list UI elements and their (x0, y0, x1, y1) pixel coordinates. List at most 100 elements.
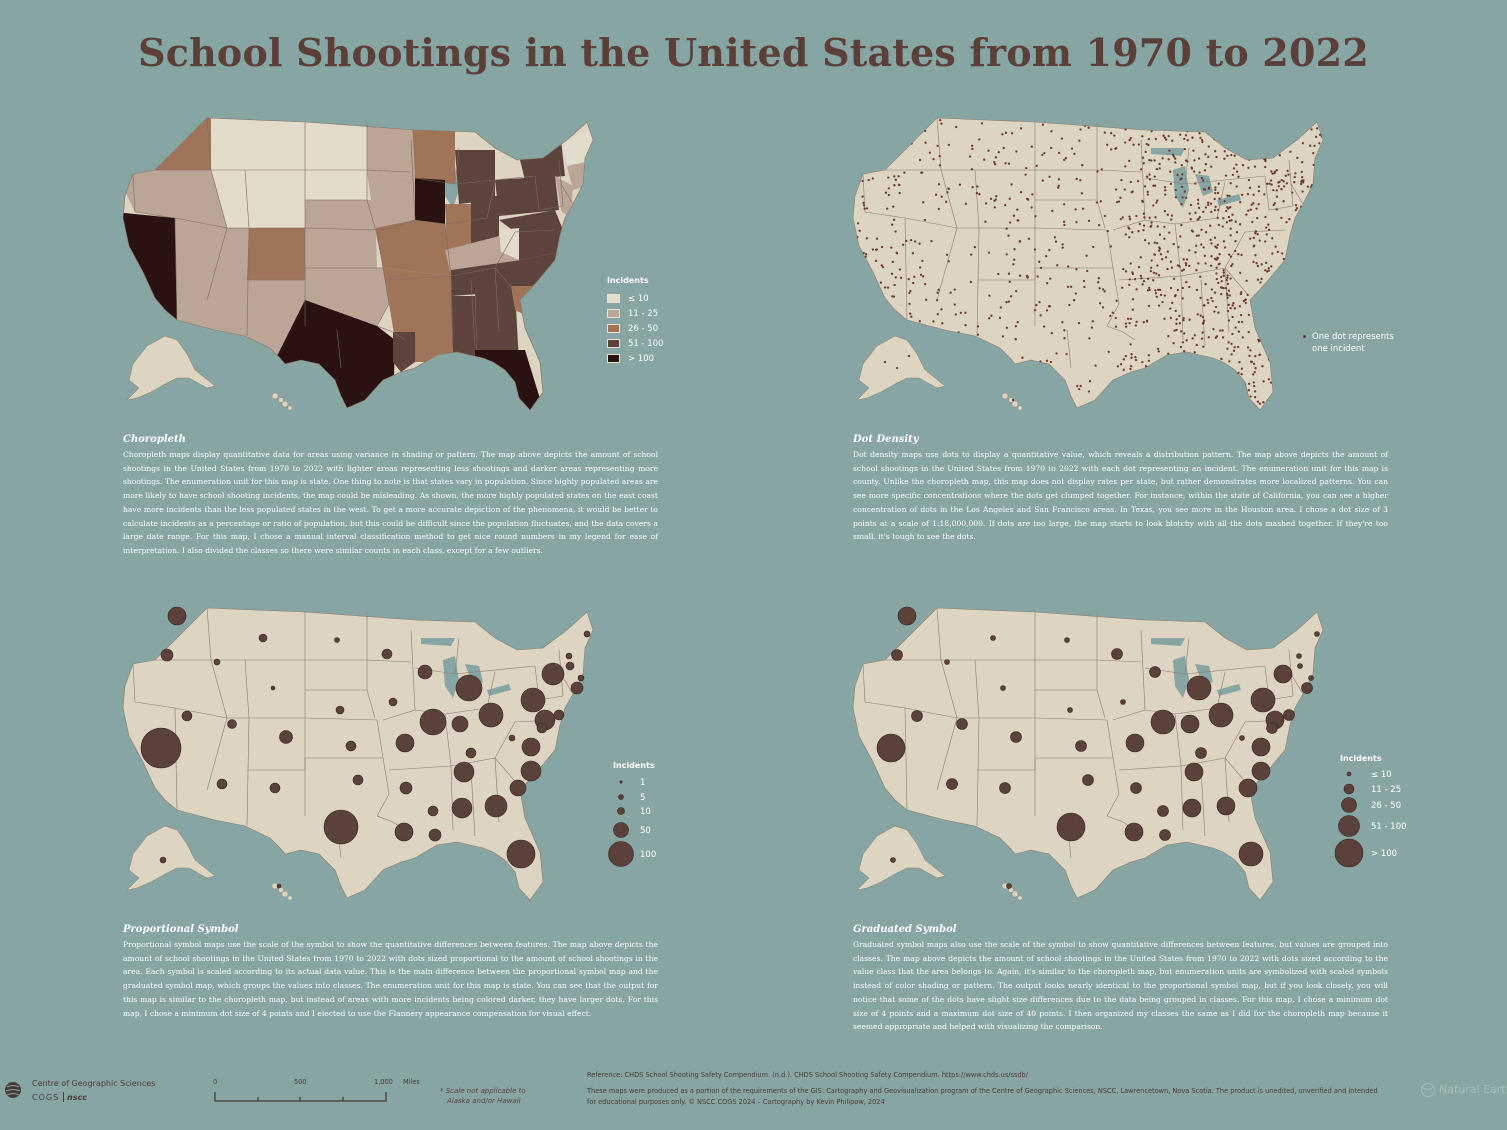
incident-dot (865, 301, 868, 304)
incident-symbol (159, 856, 167, 864)
incident-dot (1316, 309, 1320, 312)
incident-dot (1120, 178, 1123, 182)
alaska-shape (126, 335, 216, 401)
incident-dot (1047, 305, 1051, 308)
incident-symbol (520, 760, 542, 782)
incident-dot (1116, 200, 1119, 204)
incident-dot (1231, 262, 1234, 266)
incident-symbol (891, 649, 903, 661)
incident-dot (988, 317, 991, 320)
incident-dot (1310, 288, 1313, 291)
state-indiana (445, 204, 471, 250)
incident-dot (857, 355, 861, 358)
incident-dot (981, 342, 984, 346)
incident-dot (897, 175, 900, 178)
incident-dot (1228, 400, 1231, 404)
incident-dot (1275, 169, 1278, 172)
incident-dot (1139, 401, 1142, 405)
state-border (305, 169, 376, 229)
incident-symbol (1010, 731, 1022, 743)
incident-dot (1150, 127, 1154, 130)
incident-dot (1293, 181, 1296, 184)
incident-dot (1280, 216, 1283, 220)
incident-dot (1225, 209, 1228, 213)
incident-dot (923, 218, 927, 222)
incident-dot (1279, 131, 1282, 134)
incident-dot (1080, 192, 1084, 195)
incident-dot (898, 394, 901, 397)
incident-dot (1128, 395, 1132, 399)
incident-dot (1265, 331, 1268, 335)
incident-dot (1223, 157, 1226, 160)
incident-dot (1277, 185, 1280, 188)
incident-dot (1226, 293, 1229, 297)
state-border (1288, 159, 1294, 207)
incident-dot (1301, 391, 1304, 394)
incident-dot (855, 159, 858, 162)
incident-dot (1278, 362, 1282, 366)
incident-dot (888, 315, 891, 319)
incident-dot (1299, 399, 1302, 403)
incident-dot (1300, 380, 1303, 383)
incident-dot (1129, 343, 1132, 346)
incident-dot (1229, 234, 1232, 237)
incident-dot (1194, 251, 1197, 254)
incident-dot (873, 124, 876, 128)
incident-dot (1049, 360, 1053, 364)
incident-dot (1079, 179, 1082, 182)
incident-dot (1038, 300, 1041, 304)
incident-dot (1179, 345, 1183, 349)
incident-dot (1067, 265, 1070, 268)
incident-dot (1232, 132, 1235, 135)
incident-dot (1316, 226, 1319, 230)
incident-dot (1233, 154, 1236, 157)
state-washington (155, 118, 211, 170)
incident-dot (924, 141, 927, 144)
incident-dot (1041, 123, 1045, 126)
incident-dot (1287, 120, 1290, 124)
incident-dot (1175, 322, 1178, 325)
hawaii-island (287, 405, 293, 411)
incident-dot (1171, 392, 1174, 396)
incident-dot (1288, 218, 1291, 221)
incident-dot (902, 390, 906, 393)
incident-dot (1014, 325, 1017, 328)
incident-dot (940, 122, 943, 125)
incident-dot (888, 310, 892, 313)
legend-symbol (613, 822, 629, 838)
incident-dot (1057, 151, 1061, 155)
incident-dot (1237, 175, 1240, 178)
scale-tick-label: 1,000 (374, 1078, 393, 1086)
incident-dot (1303, 302, 1307, 305)
incident-dot (1159, 361, 1162, 364)
legend-symbol (1346, 771, 1352, 777)
incident-dot (1196, 405, 1200, 409)
incident-dot (1280, 318, 1283, 321)
incident-dot (1186, 381, 1189, 384)
graduated-description: Graduated Symbol Graduated symbol maps a… (853, 924, 1388, 1034)
incident-dot (1118, 382, 1122, 385)
incident-dot (1311, 209, 1314, 213)
incident-dot (921, 259, 924, 263)
incident-dot (976, 325, 980, 328)
incident-symbol (577, 674, 585, 682)
incident-dot (1275, 208, 1278, 211)
incident-dot (1182, 126, 1185, 129)
incident-dot (944, 409, 947, 410)
state-border (1184, 665, 1266, 675)
incident-dot (1166, 250, 1169, 253)
incident-dot (1300, 393, 1303, 396)
incident-dot (1298, 341, 1301, 345)
incident-dot (1220, 357, 1223, 361)
incident-dot (887, 176, 890, 179)
incident-dot (892, 156, 895, 159)
incident-dot (1305, 397, 1308, 401)
incident-dot (1273, 172, 1276, 175)
incident-dot (1253, 396, 1257, 399)
incident-dot (1143, 411, 1145, 413)
state-border (304, 227, 384, 269)
incident-dot (1158, 249, 1161, 252)
incident-dot (1164, 193, 1167, 196)
incident-dot (1249, 395, 1252, 398)
incident-dot (1136, 120, 1140, 124)
